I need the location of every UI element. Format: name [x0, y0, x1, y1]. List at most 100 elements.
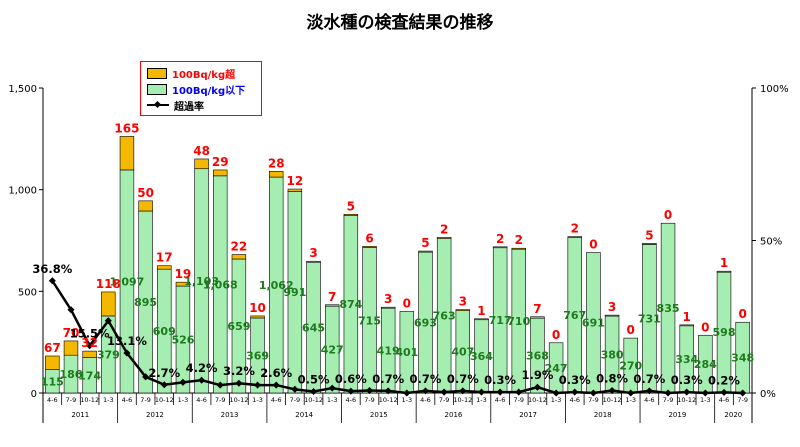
- bar-under-label: 731: [638, 313, 661, 326]
- bar-over: [455, 309, 471, 311]
- x-tick-label: 1-3: [402, 396, 413, 404]
- bar-under-label: 526: [171, 334, 194, 347]
- rate-point: [440, 388, 448, 396]
- y2-tick-label: 100%: [760, 84, 789, 95]
- x-tick-label: 4-6: [719, 396, 730, 404]
- bar-over-label: 0: [552, 328, 560, 342]
- x-tick-label: 4-6: [346, 396, 357, 404]
- bar-over-label: 0: [627, 323, 635, 337]
- rate-point: [291, 385, 299, 393]
- legend-label-over: 100Bq/kg超: [172, 69, 236, 81]
- rate-label: 0.7%: [410, 372, 442, 386]
- bar-over-label: 12: [287, 174, 304, 188]
- bar-over-label: 28: [268, 156, 285, 170]
- x-tick-label: 7-9: [513, 396, 524, 404]
- bar-under-label: 115: [41, 375, 64, 388]
- bar-under-label: 991: [283, 286, 306, 299]
- bar-over-label: 118: [96, 277, 121, 291]
- x-tick-label: 7-9: [215, 396, 226, 404]
- bar-over: [82, 350, 97, 358]
- rate-point: [739, 389, 747, 397]
- x-tick-label: 4-6: [644, 396, 655, 404]
- rate-label: 0.3%: [559, 373, 591, 387]
- bar-over-label: 0: [738, 307, 746, 321]
- bar-over-label: 3: [309, 246, 317, 260]
- legend-swatch-under: [147, 83, 167, 95]
- bar-under-label: 598: [713, 326, 736, 339]
- bar-under-label: 1,062: [259, 279, 294, 292]
- rate-point: [86, 342, 94, 350]
- bar-over-label: 7: [328, 290, 336, 304]
- x-tick-label: 1-3: [551, 396, 562, 404]
- rate-label: 0.5%: [298, 372, 330, 386]
- rate-point: [104, 317, 112, 325]
- bar-over: [567, 236, 582, 238]
- bar-over: [101, 291, 116, 317]
- rate-point: [701, 389, 709, 397]
- bar-over-label: 5: [421, 236, 429, 250]
- rate-point: [571, 388, 579, 396]
- x-tick-label: 10-12: [603, 396, 622, 404]
- bar-over: [45, 355, 60, 370]
- x-tick-label: 7-9: [663, 396, 674, 404]
- x-tick-label: 1-3: [700, 396, 711, 404]
- x-tick-label: 7-9: [140, 396, 151, 404]
- bar-over-label: 2: [571, 222, 579, 236]
- bar-over-label: 48: [193, 144, 210, 158]
- rate-point: [198, 376, 206, 384]
- bar-under-label: 270: [619, 360, 642, 373]
- x-tick-label: 10-12: [155, 396, 174, 404]
- x-tick-label: 7-9: [364, 396, 375, 404]
- rate-point: [235, 379, 243, 387]
- bar-over-label: 0: [403, 296, 411, 310]
- bar-over-label: 5: [347, 199, 355, 213]
- legend-swatch-rate: [147, 104, 169, 106]
- bar-under-label: 874: [339, 298, 362, 311]
- y-tick-label: 500: [18, 287, 37, 298]
- bar-under-label: 174: [78, 369, 101, 382]
- bar-under-label: 364: [470, 350, 493, 363]
- chart-title: 淡水種の検査結果の推移: [306, 13, 494, 33]
- bar-over-label: 22: [231, 240, 248, 254]
- bar-under-label: 691: [582, 317, 605, 330]
- rate-point: [310, 387, 318, 396]
- y2-tick-label: 50%: [760, 237, 782, 248]
- y-tick-label: 0: [31, 389, 37, 400]
- bar-under-label: 379: [97, 348, 120, 361]
- x-tick-label: 10-12: [528, 396, 547, 404]
- bar-over-label: 19: [175, 267, 192, 281]
- bar-over-label: 67: [44, 341, 61, 355]
- rate-point: [347, 387, 355, 395]
- bar-over: [530, 316, 545, 319]
- legend-label-rate: 超過率: [174, 101, 204, 113]
- rate-point: [403, 389, 411, 397]
- rate-label: 0.7%: [372, 372, 404, 386]
- rate-label: 0.3%: [484, 373, 516, 387]
- bar-under-label: 401: [395, 346, 418, 359]
- x-tick-label: 7-9: [439, 396, 450, 404]
- rate-point: [683, 388, 691, 396]
- bar-under-label: 348: [731, 352, 754, 365]
- x-tick-label: 4-6: [271, 396, 282, 404]
- bar-over: [138, 200, 153, 212]
- rate-point: [48, 277, 56, 285]
- rate-point: [496, 388, 504, 396]
- bar-over: [250, 315, 265, 319]
- rate-label: 15.5%: [70, 327, 110, 341]
- legend: 100Bq/kg超 100Bq/kg以下 超過率: [140, 61, 262, 116]
- bar-over: [362, 246, 377, 248]
- rate-point: [589, 389, 597, 397]
- year-label: 2012: [146, 411, 164, 419]
- rate-label: 0.7%: [633, 372, 665, 386]
- rate-point: [216, 381, 224, 389]
- bar-over: [642, 243, 657, 245]
- year-label: 2011: [71, 411, 89, 419]
- year-label: 2020: [724, 411, 742, 419]
- rate-label: 0.8%: [596, 372, 628, 386]
- bar-under-label: 835: [657, 302, 680, 315]
- bar-under-label: 247: [545, 362, 568, 375]
- bar-under-label: 710: [507, 315, 530, 328]
- rate-point: [664, 389, 672, 397]
- x-tick-label: 10-12: [304, 396, 323, 404]
